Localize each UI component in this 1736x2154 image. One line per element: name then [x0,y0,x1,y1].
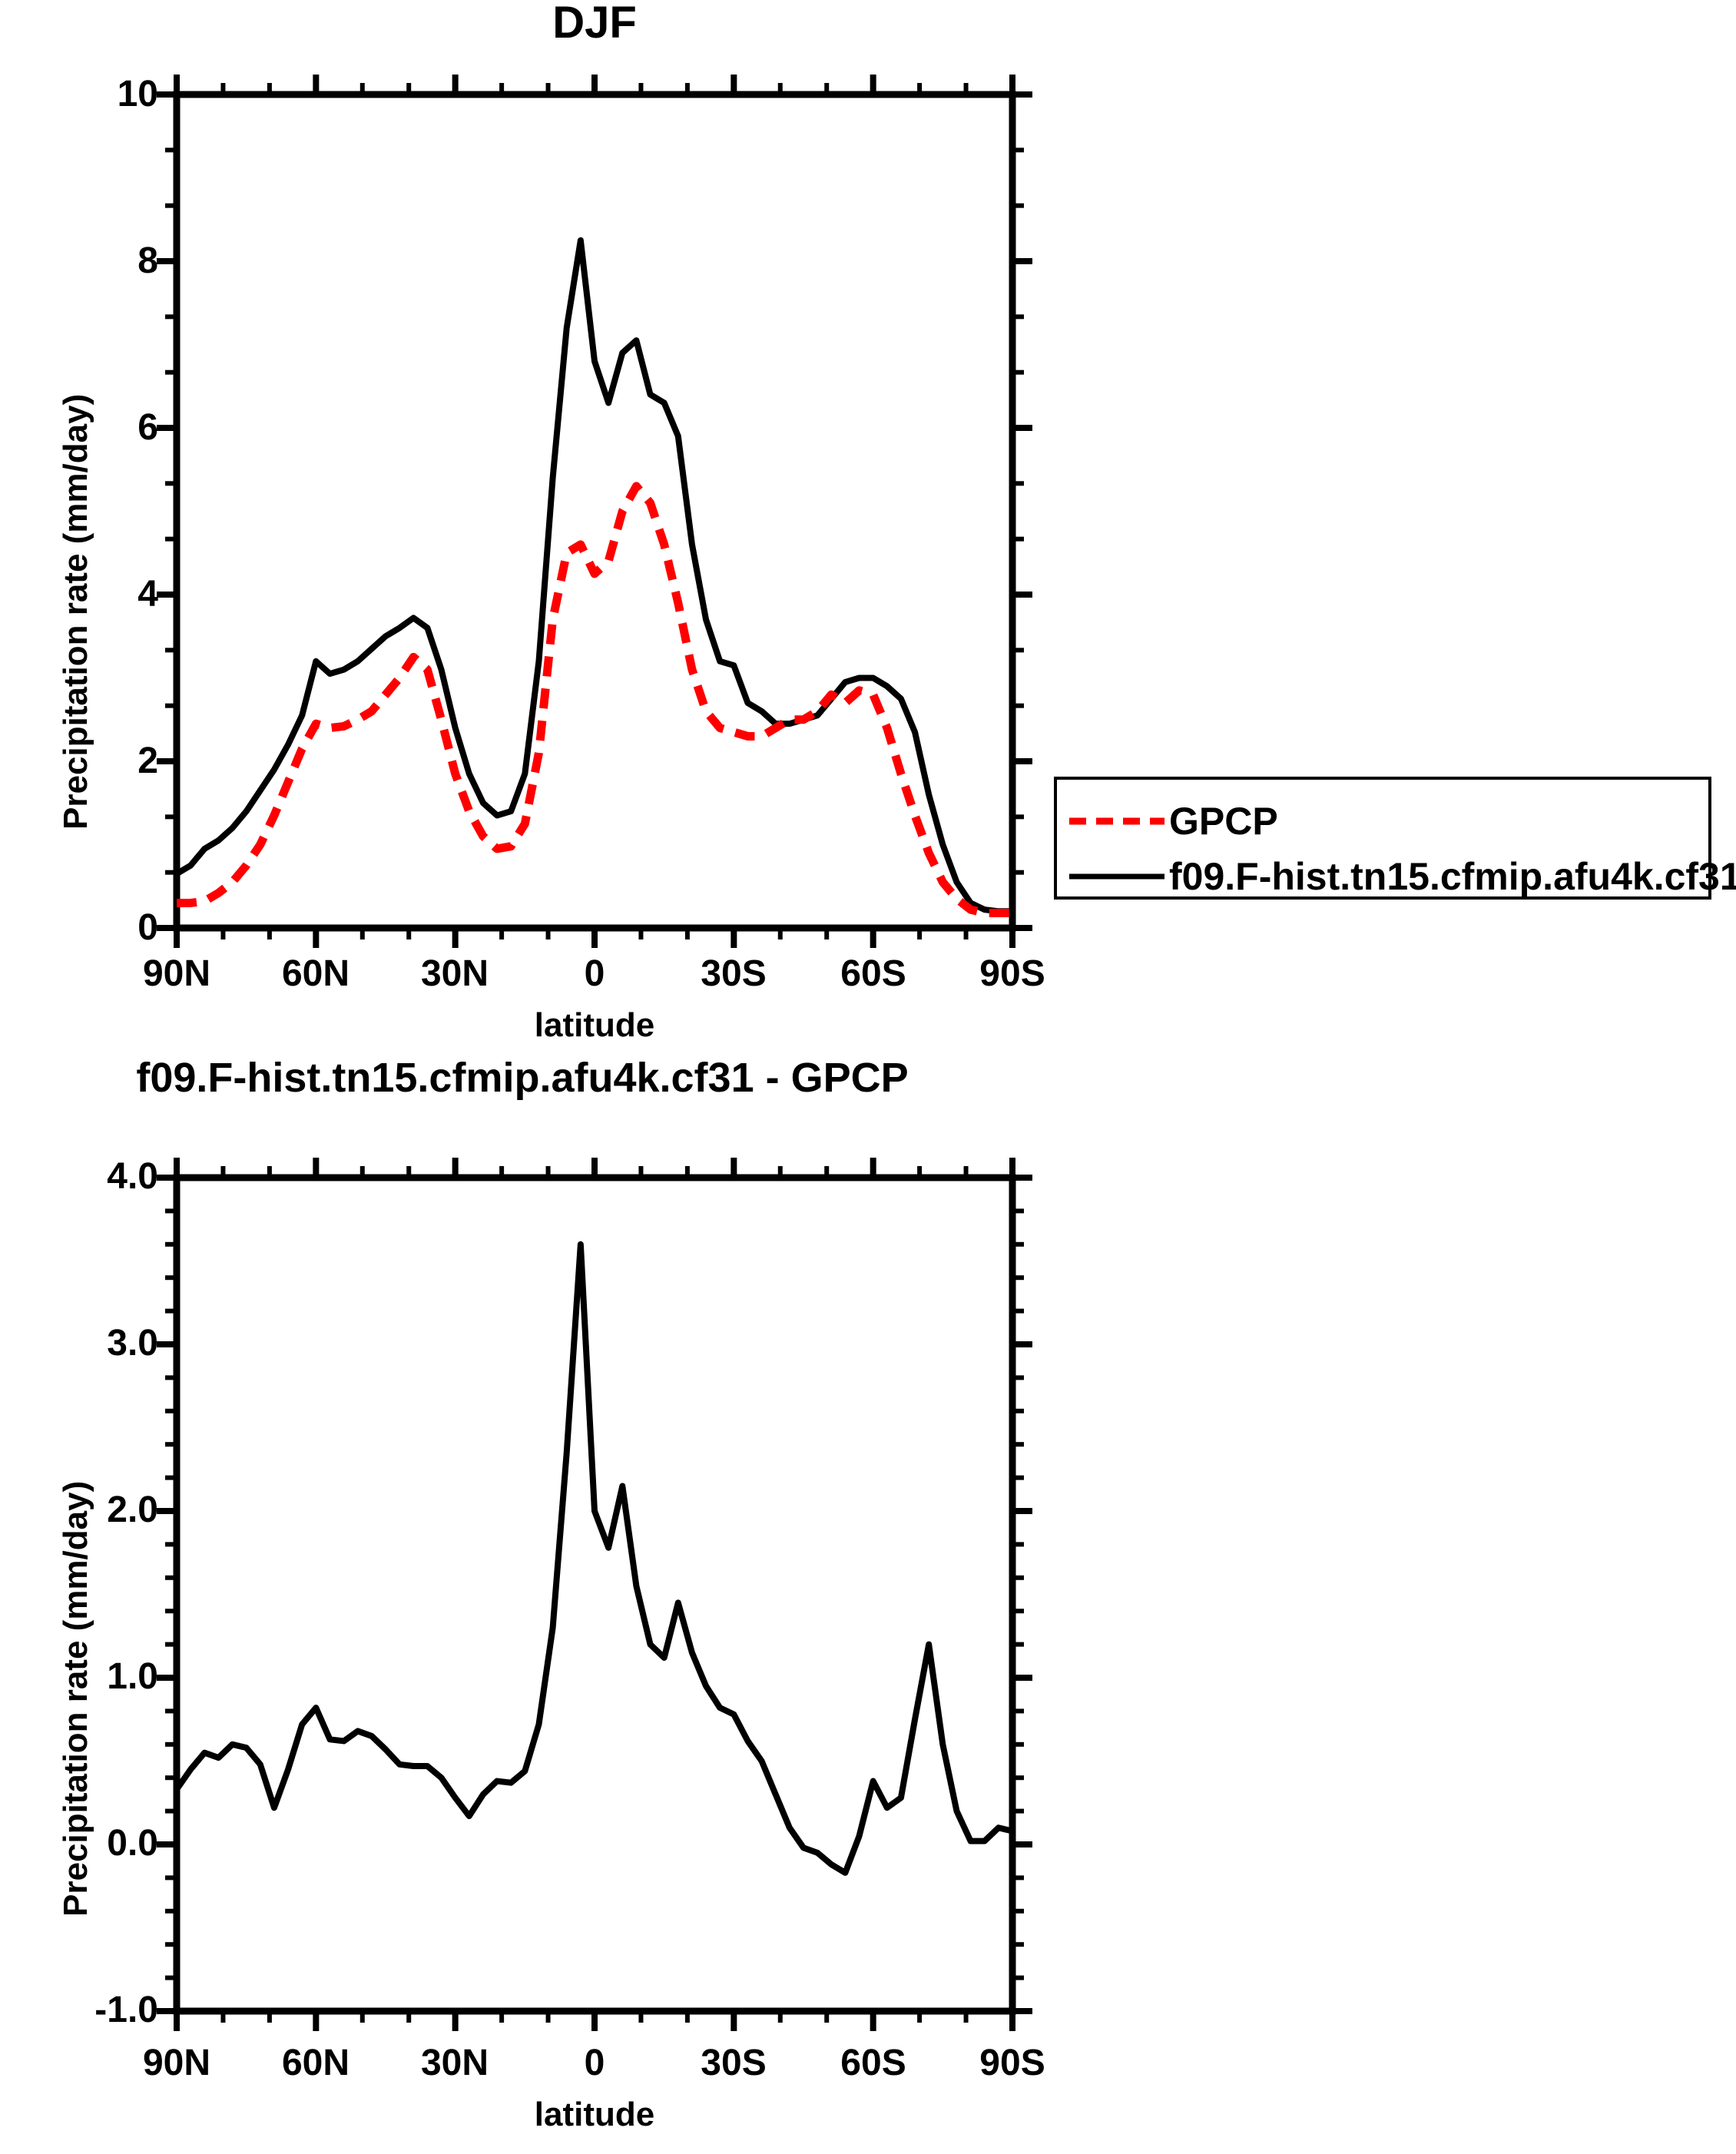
bottom-x-tick-60s: 60S [840,2043,906,2083]
bottom-x-tick-0: 0 [584,2043,605,2083]
bottom-y-tick-4: 4.0 [107,1156,158,1197]
top-y-tick-8: 8 [137,240,158,281]
top-y-tick-0: 0 [137,907,158,948]
bottom-y-tick-3: 3.0 [107,1323,158,1364]
top-x-tick-90n: 90N [142,953,211,994]
bottom-chart-plot-area [157,1158,1032,2031]
top-chart-title: DJF [552,0,637,48]
top-x-tick-30s: 30S [701,953,767,994]
top-chart-plot-area [157,75,1032,948]
legend-item-model: f09.F-hist.tn15.cfmip.afu4k.cf31 [1068,854,1736,899]
bottom-x-tick-30s: 30S [701,2043,767,2083]
top-x-tick-0: 0 [584,953,605,994]
bottom-y-tick-0: 0.0 [107,1823,158,1864]
legend-dashed-line-icon [1069,817,1165,825]
top-x-tick-30n: 30N [420,953,489,994]
top-x-tick-60n: 60N [281,953,350,994]
bottom-x-tick-30n: 30N [420,2043,489,2083]
top-y-tick-4: 4 [137,574,158,615]
legend-solid-line-icon [1069,873,1165,880]
bottom-x-tick-90s: 90S [979,2043,1045,2083]
bottom-x-tick-90n: 90N [142,2043,211,2083]
top-chart-x-axis-label: latitude [534,1006,655,1044]
legend-item-gpcp: GPCP [1068,799,1278,843]
top-y-tick-6: 6 [137,407,158,448]
bottom-x-tick-60n: 60N [281,2043,350,2083]
bottom-y-tick-neg1: -1.0 [94,1990,158,2030]
top-chart-panel: DJF Precipitation rate (mm/day) latitude… [0,0,1045,1044]
bottom-chart-title: f09.F-hist.tn15.cfmip.afu4k.cf31 - GPCP [136,1055,909,1101]
bottom-y-tick-2: 2.0 [107,1490,158,1530]
top-x-tick-90s: 90S [979,953,1045,994]
legend-label-model: f09.F-hist.tn15.cfmip.afu4k.cf31 [1169,855,1736,898]
legend-label-gpcp: GPCP [1169,800,1278,843]
top-y-tick-2: 2 [137,741,158,781]
bottom-chart-panel: f09.F-hist.tn15.cfmip.afu4k.cf31 - GPCP … [0,1055,1045,2154]
top-x-tick-60s: 60S [840,953,906,994]
bottom-y-tick-1: 1.0 [107,1656,158,1697]
top-y-tick-10: 10 [117,74,158,114]
bottom-chart-x-axis-label: latitude [534,2096,655,2133]
